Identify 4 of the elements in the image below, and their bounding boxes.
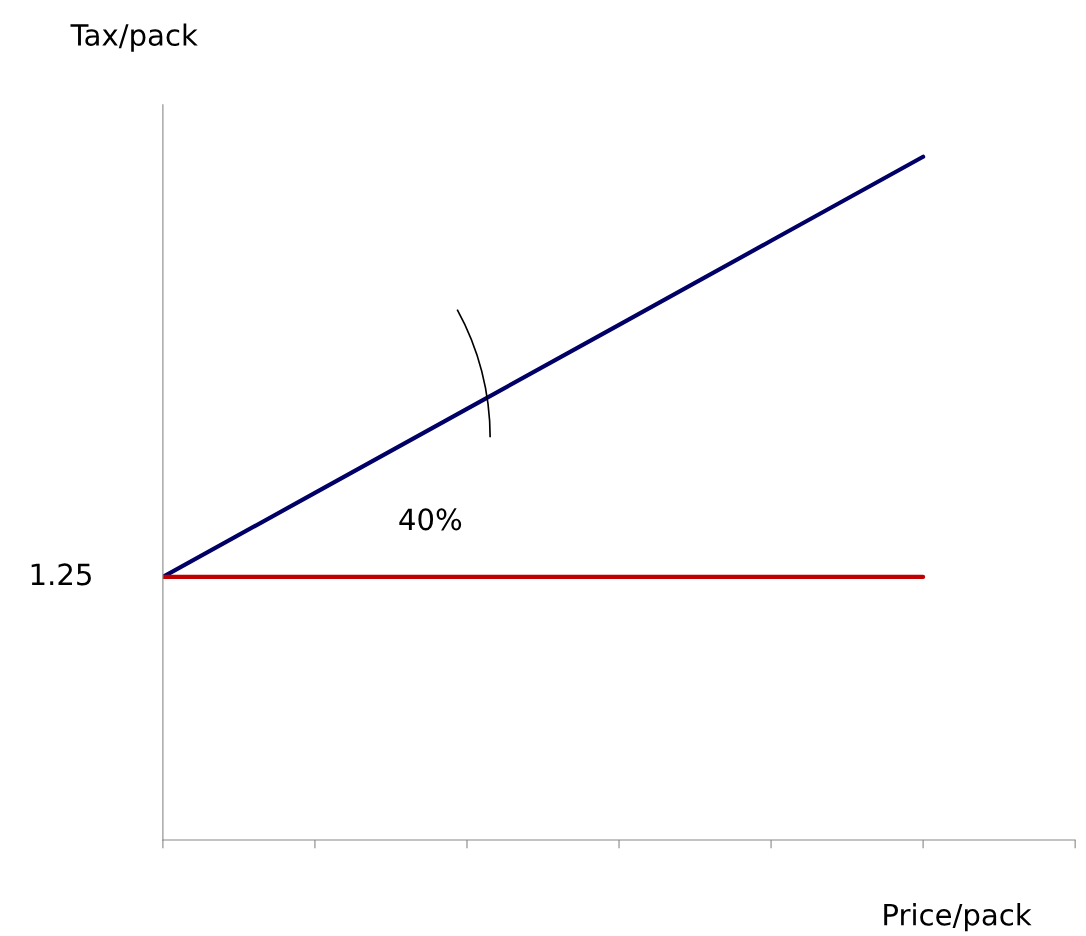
text: 1.25 [31,563,91,586]
x-axis-title: Price/pack [884,903,1032,932]
annotation: 40% [399,508,462,531]
y-axis-title: Tax/pack [70,23,198,52]
